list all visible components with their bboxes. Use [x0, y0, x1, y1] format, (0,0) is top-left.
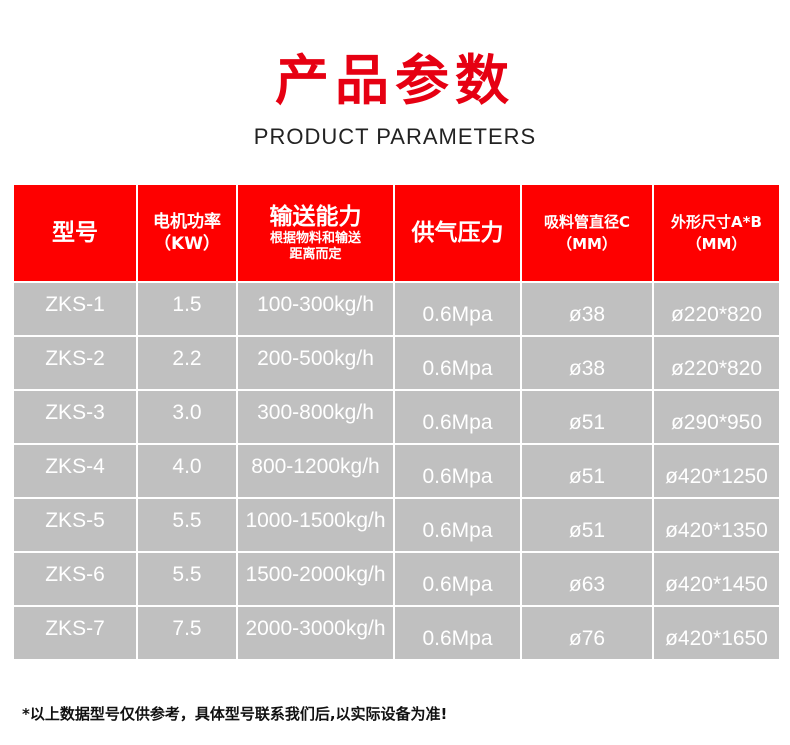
cell-motor-power: 1.5 [136, 281, 238, 337]
cell-motor-power: 2.2 [136, 335, 238, 391]
cell-pipe-diameter: ø51 [520, 497, 654, 553]
footnote: *以上数据型号仅供参考，具体型号联系我们后,以实际设备为准! [22, 705, 448, 723]
header-label: 供气压力 [411, 220, 504, 246]
table-row: ZKS-2 2.2 200-500kg/h 0.6Mpa ø38 ø220*820 [12, 335, 781, 391]
cell-pipe-diameter: ø38 [520, 335, 654, 391]
cell-motor-power: 3.0 [136, 389, 238, 445]
cell-model: ZKS-3 [12, 389, 138, 445]
cell-dimensions: ø220*820 [652, 281, 781, 337]
header-label: 外形尺寸A*B [671, 213, 762, 231]
header-dimensions: 外形尺寸A*B （MM） [652, 183, 781, 283]
header-motor-power: 电机功率 （KW） [136, 183, 238, 283]
header-note: 距离而定 [289, 247, 342, 262]
table-row: ZKS-1 1.5 100-300kg/h 0.6Mpa ø38 ø220*820 [12, 281, 781, 337]
cell-air-pressure: 0.6Mpa [393, 605, 522, 661]
cell-dimensions: ø220*820 [652, 335, 781, 391]
cell-capacity: 1500-2000kg/h [236, 551, 395, 607]
cell-dimensions: ø420*1450 [652, 551, 781, 607]
header-capacity: 输送能力 根据物料和输送 距离而定 [236, 183, 395, 283]
cell-pipe-diameter: ø51 [520, 443, 654, 499]
header-air-pressure: 供气压力 [393, 183, 522, 283]
cell-motor-power: 7.5 [136, 605, 238, 661]
header-unit: （KW） [154, 234, 220, 254]
table-row: ZKS-5 5.5 1000-1500kg/h 0.6Mpa ø51 ø420*1350 [12, 497, 781, 553]
header-label: 输送能力 [269, 204, 362, 230]
cell-model: ZKS-5 [12, 497, 138, 553]
cell-air-pressure: 0.6Mpa [393, 551, 522, 607]
cell-capacity: 800-1200kg/h [236, 443, 395, 499]
header-model: 型号 [12, 183, 138, 283]
cell-dimensions: ø420*1250 [652, 443, 781, 499]
cell-model: ZKS-2 [12, 335, 138, 391]
header-unit: （MM） [557, 235, 617, 253]
header-label: 型号 [52, 220, 98, 246]
cell-capacity: 1000-1500kg/h [236, 497, 395, 553]
cell-capacity: 2000-3000kg/h [236, 605, 395, 661]
cell-motor-power: 4.0 [136, 443, 238, 499]
table-row: ZKS-4 4.0 800-1200kg/h 0.6Mpa ø51 ø420*1250 [12, 443, 781, 499]
parameters-table: 型号 电机功率 （KW） 输送能力 根据物料和输送 距离而定 供气压力 吸料管直径C （… [12, 183, 781, 661]
cell-air-pressure: 0.6Mpa [393, 389, 522, 445]
header-label: 吸料管直径C [543, 213, 630, 231]
cell-air-pressure: 0.6Mpa [393, 335, 522, 391]
cell-pipe-diameter: ø63 [520, 551, 654, 607]
table-row: ZKS-3 3.0 300-800kg/h 0.6Mpa ø51 ø290*950 [12, 389, 781, 445]
cell-pipe-diameter: ø51 [520, 389, 654, 445]
cell-dimensions: ø290*950 [652, 389, 781, 445]
cell-motor-power: 5.5 [136, 551, 238, 607]
cell-model: ZKS-1 [12, 281, 138, 337]
header-note: 根据物料和输送 [269, 231, 361, 246]
page-title: 产品参数 [275, 49, 515, 112]
cell-model: ZKS-7 [12, 605, 138, 661]
cell-capacity: 300-800kg/h [236, 389, 395, 445]
cell-dimensions: ø420*1350 [652, 497, 781, 553]
header-label: 电机功率 [153, 212, 221, 232]
cell-motor-power: 5.5 [136, 497, 238, 553]
cell-pipe-diameter: ø76 [520, 605, 654, 661]
cell-capacity: 100-300kg/h [236, 281, 395, 337]
cell-air-pressure: 0.6Mpa [393, 497, 522, 553]
table-row: ZKS-7 7.5 2000-3000kg/h 0.6Mpa ø76 ø420*1650 [12, 605, 781, 661]
cell-dimensions: ø420*1650 [652, 605, 781, 661]
header-pipe-diameter: 吸料管直径C （MM） [520, 183, 654, 283]
page-subtitle: PRODUCT PARAMETERS [253, 124, 537, 149]
table-header-row: 型号 电机功率 （KW） 输送能力 根据物料和输送 距离而定 供气压力 吸料管直径C （… [12, 183, 781, 283]
header-unit: （MM） [686, 235, 747, 253]
cell-air-pressure: 0.6Mpa [393, 443, 522, 499]
cell-capacity: 200-500kg/h [236, 335, 395, 391]
cell-model: ZKS-6 [12, 551, 138, 607]
table-row: ZKS-6 5.5 1500-2000kg/h 0.6Mpa ø63 ø420*1450 [12, 551, 781, 607]
cell-pipe-diameter: ø38 [520, 281, 654, 337]
cell-air-pressure: 0.6Mpa [393, 281, 522, 337]
cell-model: ZKS-4 [12, 443, 138, 499]
